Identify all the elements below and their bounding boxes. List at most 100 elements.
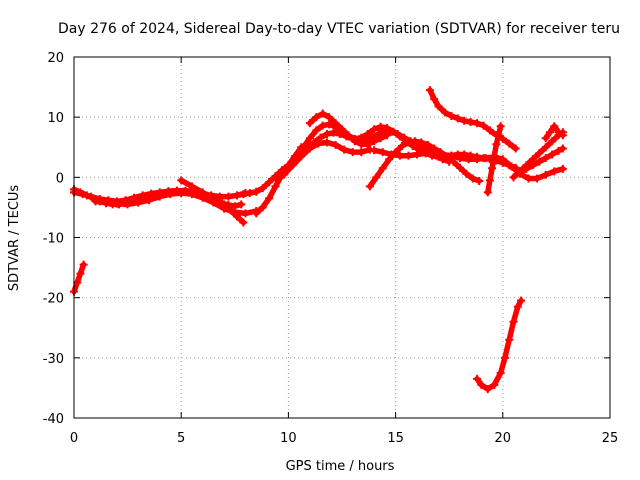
data-point xyxy=(395,132,404,141)
x-axis-label: GPS time / hours xyxy=(286,459,395,474)
data-point xyxy=(524,174,533,183)
data-point xyxy=(130,193,139,202)
data-point xyxy=(464,155,473,164)
data-point xyxy=(265,178,274,187)
data-point xyxy=(425,86,434,95)
data-point xyxy=(455,163,464,172)
data-point xyxy=(271,182,280,191)
data-point xyxy=(331,119,340,128)
data-point xyxy=(91,197,100,206)
data-point xyxy=(398,142,407,151)
data-point xyxy=(447,111,456,120)
data-point xyxy=(558,144,567,153)
data-point xyxy=(376,122,385,131)
y-axis-label: SDTVAR / TECUs xyxy=(7,185,22,292)
data-point xyxy=(224,192,233,201)
y-tick-label: -30 xyxy=(43,352,64,367)
data-point xyxy=(305,144,314,153)
data-point xyxy=(513,302,522,311)
data-point xyxy=(357,148,366,157)
data-point xyxy=(421,149,430,158)
data-point xyxy=(297,152,306,161)
data-point xyxy=(417,138,426,147)
data-point xyxy=(545,128,554,137)
data-point xyxy=(348,148,357,157)
data-point xyxy=(492,140,501,149)
series-s5 xyxy=(232,127,454,200)
data-point xyxy=(258,203,267,212)
data-point xyxy=(145,196,154,205)
y-tick-label: -10 xyxy=(43,232,64,247)
data-point xyxy=(134,198,143,207)
series-s18 xyxy=(473,296,526,394)
data-point xyxy=(237,200,246,209)
series-trace xyxy=(281,139,373,178)
data-point xyxy=(166,190,175,199)
data-point xyxy=(500,353,509,362)
data-point xyxy=(468,174,477,183)
series-s12 xyxy=(425,86,520,153)
data-point xyxy=(305,119,314,128)
data-point xyxy=(372,173,381,182)
x-tick-label: 0 xyxy=(70,431,78,446)
data-point xyxy=(490,380,499,389)
series-trace xyxy=(71,261,87,295)
data-point xyxy=(517,296,526,305)
data-point xyxy=(505,139,514,148)
series-s16 xyxy=(541,122,567,143)
y-tick-label: -20 xyxy=(43,292,64,307)
data-point xyxy=(312,113,321,122)
series-s17 xyxy=(70,260,88,296)
data-point xyxy=(316,133,325,142)
data-point xyxy=(305,134,314,143)
data-point xyxy=(485,126,494,135)
data-point xyxy=(473,155,482,164)
data-point xyxy=(395,151,404,160)
data-point xyxy=(507,162,516,171)
data-point xyxy=(430,95,439,104)
data-point xyxy=(509,173,518,182)
data-point xyxy=(528,161,537,170)
data-point xyxy=(252,209,261,218)
data-point xyxy=(423,140,432,149)
data-point xyxy=(541,143,550,152)
data-point xyxy=(505,335,514,344)
data-point xyxy=(331,140,340,149)
data-point xyxy=(177,176,186,185)
data-point xyxy=(273,176,282,185)
data-point xyxy=(430,149,439,158)
data-point xyxy=(329,128,338,137)
data-point xyxy=(387,150,396,159)
x-tick-label: 15 xyxy=(387,431,404,446)
data-point xyxy=(322,130,331,139)
data-point xyxy=(460,116,469,125)
data-point xyxy=(318,109,327,118)
series-s10 xyxy=(365,137,484,191)
data-point xyxy=(483,188,492,197)
x-tick-label: 20 xyxy=(495,431,512,446)
series-s4 xyxy=(91,188,261,218)
data-point xyxy=(550,167,559,176)
data-point xyxy=(288,161,297,170)
data-point xyxy=(541,134,550,143)
data-point xyxy=(370,137,379,146)
x-tick-label: 10 xyxy=(280,431,297,446)
data-point xyxy=(76,269,85,278)
data-point xyxy=(473,119,482,128)
data-point xyxy=(138,191,147,200)
data-point xyxy=(239,190,248,199)
data-point xyxy=(490,152,499,161)
data-point xyxy=(550,122,559,131)
data-point xyxy=(438,150,447,159)
data-point xyxy=(340,145,349,154)
data-point xyxy=(440,108,449,117)
data-point xyxy=(496,122,505,131)
x-tick-label: 25 xyxy=(602,431,619,446)
data-point xyxy=(87,192,96,201)
data-point xyxy=(548,137,557,146)
data-point xyxy=(481,154,490,163)
data-point xyxy=(363,140,372,149)
y-tick-label: 0 xyxy=(56,171,64,186)
data-point xyxy=(383,131,392,140)
data-point xyxy=(479,121,488,130)
